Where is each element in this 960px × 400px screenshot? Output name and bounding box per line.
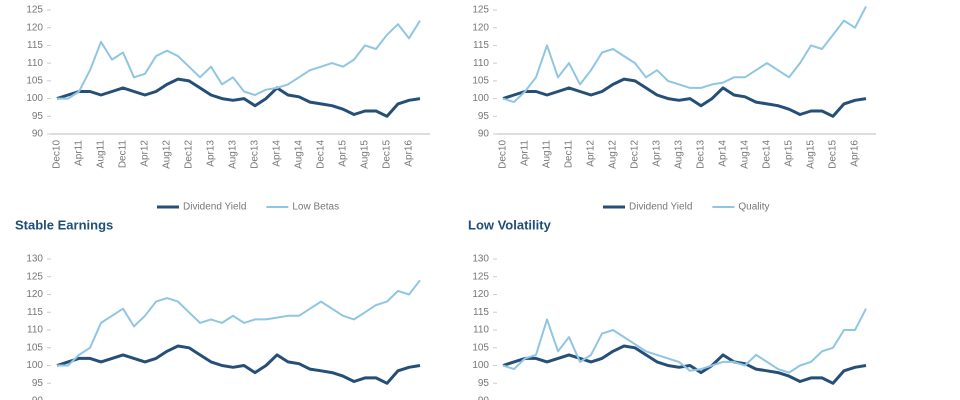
y-tick-label: 90 — [32, 396, 44, 400]
y-tick-label: 105 — [472, 75, 489, 86]
y-tick-label: 90 — [478, 129, 490, 140]
x-tick-label: Apr13 — [652, 140, 663, 167]
y-tick-label: 120 — [472, 289, 489, 300]
x-tick-label: Aug11 — [542, 140, 553, 169]
x-tick-label: Dec12 — [184, 140, 195, 169]
x-tick-label: Dec11 — [118, 140, 129, 169]
x-tick-label: Apr11 — [74, 140, 85, 166]
x-tick-label: Dec14 — [762, 140, 773, 169]
y-tick-label: 90 — [478, 396, 490, 400]
y-tick-label: 100 — [472, 93, 489, 104]
x-tick-label: Apr14 — [272, 140, 283, 167]
series-line — [56, 344, 421, 385]
x-tick-label: Apr15 — [784, 140, 795, 167]
x-tick-label: Dec10 — [52, 140, 63, 169]
x-tick-label: Apr13 — [206, 140, 217, 167]
y-tick-label: 100 — [26, 360, 43, 371]
x-tick-label: Aug12 — [162, 140, 173, 169]
legend-label: Low Betas — [292, 202, 339, 213]
y-tick-label: 120 — [26, 289, 43, 300]
y-tick-label: 125 — [26, 271, 43, 282]
x-tick-label: Aug14 — [740, 140, 751, 169]
x-tick-label: Aug13 — [228, 140, 239, 169]
y-tick-label: 125 — [472, 5, 489, 16]
y-tick-label: 120 — [472, 22, 489, 33]
y-tick-label: 105 — [26, 75, 43, 86]
y-tick-label: 115 — [27, 307, 43, 318]
y-tick-label: 105 — [26, 342, 43, 353]
series-line — [57, 20, 421, 100]
y-tick-label: 120 — [26, 22, 43, 33]
y-tick-label: 115 — [473, 40, 489, 51]
y-tick-label: 115 — [27, 40, 43, 51]
y-tick-label: 110 — [473, 58, 489, 69]
chart-title: Low Volatility — [468, 217, 552, 232]
y-tick-label: 100 — [26, 93, 43, 104]
y-tick-label: 100 — [472, 360, 489, 371]
series-line — [56, 77, 421, 118]
y-tick-label: 125 — [472, 271, 489, 282]
chart-title: Stable Earnings — [15, 217, 113, 232]
x-tick-label: Apr15 — [338, 140, 349, 167]
y-tick-label: 130 — [26, 254, 43, 265]
y-tick-label: 95 — [478, 111, 490, 122]
x-tick-label: Dec12 — [630, 140, 641, 169]
x-tick-label: Aug15 — [806, 140, 817, 169]
legend-label: Dividend Yield — [629, 202, 692, 213]
x-tick-label: Apr12 — [140, 140, 151, 167]
x-tick-label: Dec10 — [498, 140, 509, 169]
x-tick-label: Apr12 — [586, 140, 597, 167]
x-tick-label: Dec15 — [382, 140, 393, 169]
y-tick-label: 95 — [32, 378, 44, 389]
x-tick-label: Aug15 — [360, 140, 371, 169]
x-tick-label: Dec11 — [564, 140, 575, 169]
y-tick-label: 115 — [473, 307, 489, 318]
x-tick-label: Dec15 — [828, 140, 839, 169]
x-tick-label: Apr16 — [404, 140, 415, 167]
y-tick-label: 130 — [472, 254, 489, 265]
y-tick-label: 125 — [26, 5, 43, 16]
x-tick-label: Aug14 — [294, 140, 305, 169]
y-tick-label: 90 — [32, 129, 44, 140]
series-line — [502, 77, 867, 118]
legend-label: Quality — [738, 202, 769, 213]
x-tick-label: Apr16 — [850, 140, 861, 167]
y-tick-label: 110 — [27, 325, 43, 336]
series-line — [57, 279, 421, 367]
x-tick-label: Aug12 — [608, 140, 619, 169]
x-tick-label: Dec13 — [696, 140, 707, 169]
series-line — [502, 308, 867, 374]
x-tick-label: Dec13 — [250, 140, 261, 169]
x-tick-label: Apr14 — [718, 140, 729, 167]
y-tick-label: 95 — [32, 111, 44, 122]
x-tick-label: Apr11 — [520, 140, 531, 166]
x-tick-label: Aug11 — [96, 140, 107, 169]
x-tick-label: Dec14 — [316, 140, 327, 169]
y-tick-label: 110 — [473, 325, 489, 336]
y-tick-label: 95 — [478, 378, 490, 389]
y-tick-label: 110 — [27, 58, 43, 69]
legend-label: Dividend Yield — [183, 202, 246, 213]
y-tick-label: 105 — [472, 342, 489, 353]
series-line — [502, 6, 867, 104]
x-tick-label: Aug13 — [674, 140, 685, 169]
